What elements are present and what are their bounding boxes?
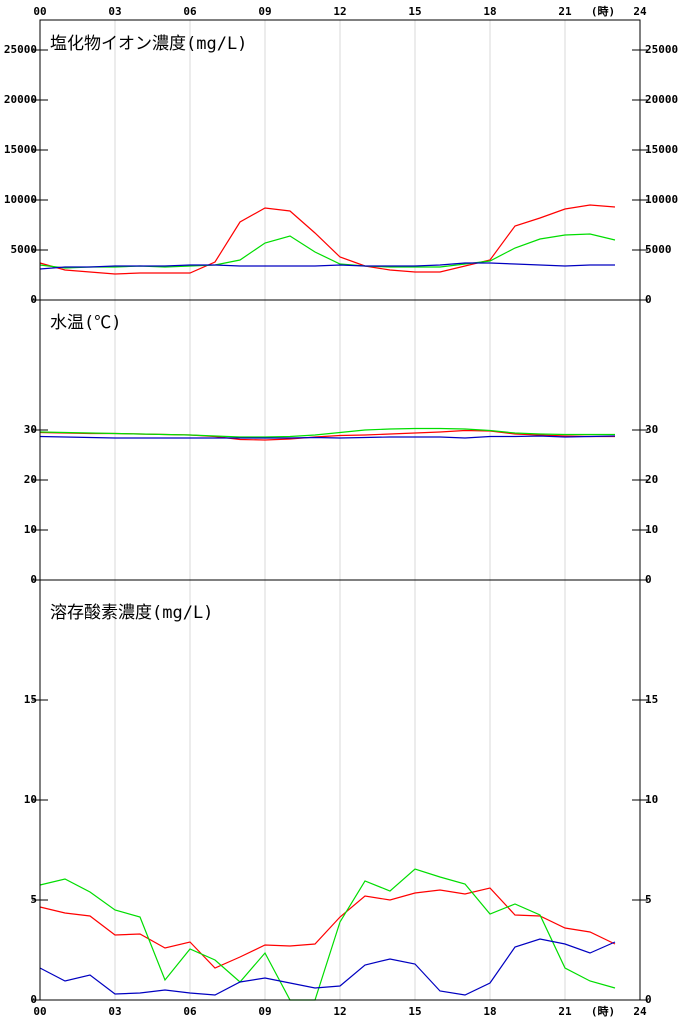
- y-tick-label: 20: [24, 473, 37, 486]
- chart-title: 溶存酸素濃度(mg/L): [50, 603, 213, 623]
- y-tick-label: 5: [645, 893, 652, 906]
- x-tick-label: 12: [333, 5, 346, 18]
- y-tick-label: 5: [30, 893, 37, 906]
- y-tick-label: 10: [24, 523, 37, 536]
- x-tick-label: 09: [258, 1005, 271, 1018]
- y-tick-label: 0: [645, 993, 652, 1006]
- y-tick-label: 30: [24, 423, 37, 436]
- y-tick-label: 0: [645, 573, 652, 586]
- y-tick-label: 30: [645, 423, 658, 436]
- y-tick-label: 15: [645, 693, 658, 706]
- x-tick-label: 06: [183, 5, 197, 18]
- y-tick-label: 10: [645, 523, 658, 536]
- series-line: [39, 868, 616, 1001]
- x-tick-label: 18: [483, 5, 496, 18]
- x-tick-label: 15: [408, 5, 421, 18]
- y-tick-label: 5000: [645, 243, 672, 256]
- y-tick-label: 15: [24, 693, 37, 706]
- x-tick-label: 24: [633, 1005, 647, 1018]
- y-tick-label: 0: [30, 573, 37, 586]
- y-tick-label: 10: [24, 793, 37, 806]
- y-tick-label: 10000: [4, 193, 37, 206]
- y-tick-label: 0: [645, 293, 652, 306]
- y-tick-label: 20000: [645, 93, 678, 106]
- y-tick-label: 15000: [4, 143, 37, 156]
- x-tick-label: 00: [33, 5, 46, 18]
- x-tick-label: 06: [183, 1005, 197, 1018]
- series-line: [39, 938, 616, 996]
- x-tick-label: 03: [108, 1005, 121, 1018]
- x-unit-label: (時): [591, 1004, 615, 1018]
- x-tick-label: 18: [483, 1005, 496, 1018]
- x-tick-label: 21: [558, 5, 572, 18]
- y-tick-label: 20000: [4, 93, 37, 106]
- y-tick-label: 25000: [645, 43, 678, 56]
- x-tick-label: 00: [33, 1005, 46, 1018]
- x-tick-label: 03: [108, 5, 121, 18]
- y-tick-label: 15000: [645, 143, 678, 156]
- x-tick-label: 24: [633, 5, 647, 18]
- series-line: [39, 204, 616, 275]
- series-line: [39, 427, 615, 438]
- x-tick-label: 21: [558, 1005, 572, 1018]
- series-line: [39, 233, 616, 269]
- y-tick-label: 10000: [645, 193, 678, 206]
- chart-title: 水温(℃): [50, 313, 121, 333]
- y-tick-label: 20: [645, 473, 658, 486]
- y-tick-label: 25000: [4, 43, 37, 56]
- y-tick-label: 5000: [11, 243, 38, 256]
- x-tick-label: 15: [408, 1005, 421, 1018]
- y-tick-label: 0: [30, 293, 37, 306]
- x-tick-label: 12: [333, 1005, 346, 1018]
- x-tick-label: 09: [258, 5, 271, 18]
- x-unit-label: (時): [591, 4, 615, 18]
- y-tick-label: 10: [645, 793, 658, 806]
- y-tick-label: 0: [30, 993, 37, 1006]
- chart-title: 塩化物イオン濃度(mg/L): [50, 34, 247, 54]
- series-line: [39, 435, 616, 439]
- series-line: [39, 262, 615, 270]
- panel-frame: [39, 579, 641, 1001]
- series-line: [39, 887, 616, 969]
